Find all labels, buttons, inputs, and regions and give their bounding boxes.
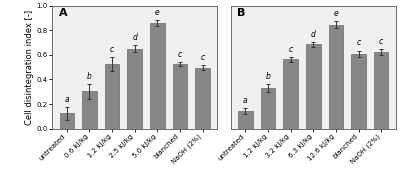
Text: d: d	[311, 30, 316, 39]
Text: b: b	[266, 72, 270, 81]
Text: d: d	[132, 33, 137, 42]
Bar	[82, 91, 97, 129]
Bar	[351, 54, 366, 129]
Bar	[150, 23, 165, 129]
Bar	[60, 113, 74, 129]
Bar	[238, 111, 253, 129]
Bar	[328, 25, 343, 129]
Text: c: c	[356, 38, 361, 47]
Bar	[261, 88, 276, 129]
Text: e: e	[334, 9, 338, 18]
Text: c: c	[200, 53, 205, 62]
Bar	[172, 64, 187, 129]
Text: a: a	[243, 96, 248, 105]
Text: c: c	[178, 50, 182, 59]
Bar	[306, 44, 321, 129]
Bar	[195, 68, 210, 129]
Text: A: A	[59, 8, 67, 18]
Text: B: B	[237, 8, 246, 18]
Text: c: c	[379, 37, 383, 46]
Text: c: c	[288, 45, 293, 54]
Bar	[127, 49, 142, 129]
Bar	[374, 52, 388, 129]
Y-axis label: Cell disintegration index [-]: Cell disintegration index [-]	[25, 10, 34, 125]
Bar	[283, 59, 298, 129]
Text: e: e	[155, 8, 160, 17]
Text: a: a	[64, 95, 69, 104]
Text: c: c	[110, 45, 114, 54]
Bar	[105, 64, 120, 129]
Text: b: b	[87, 72, 92, 81]
